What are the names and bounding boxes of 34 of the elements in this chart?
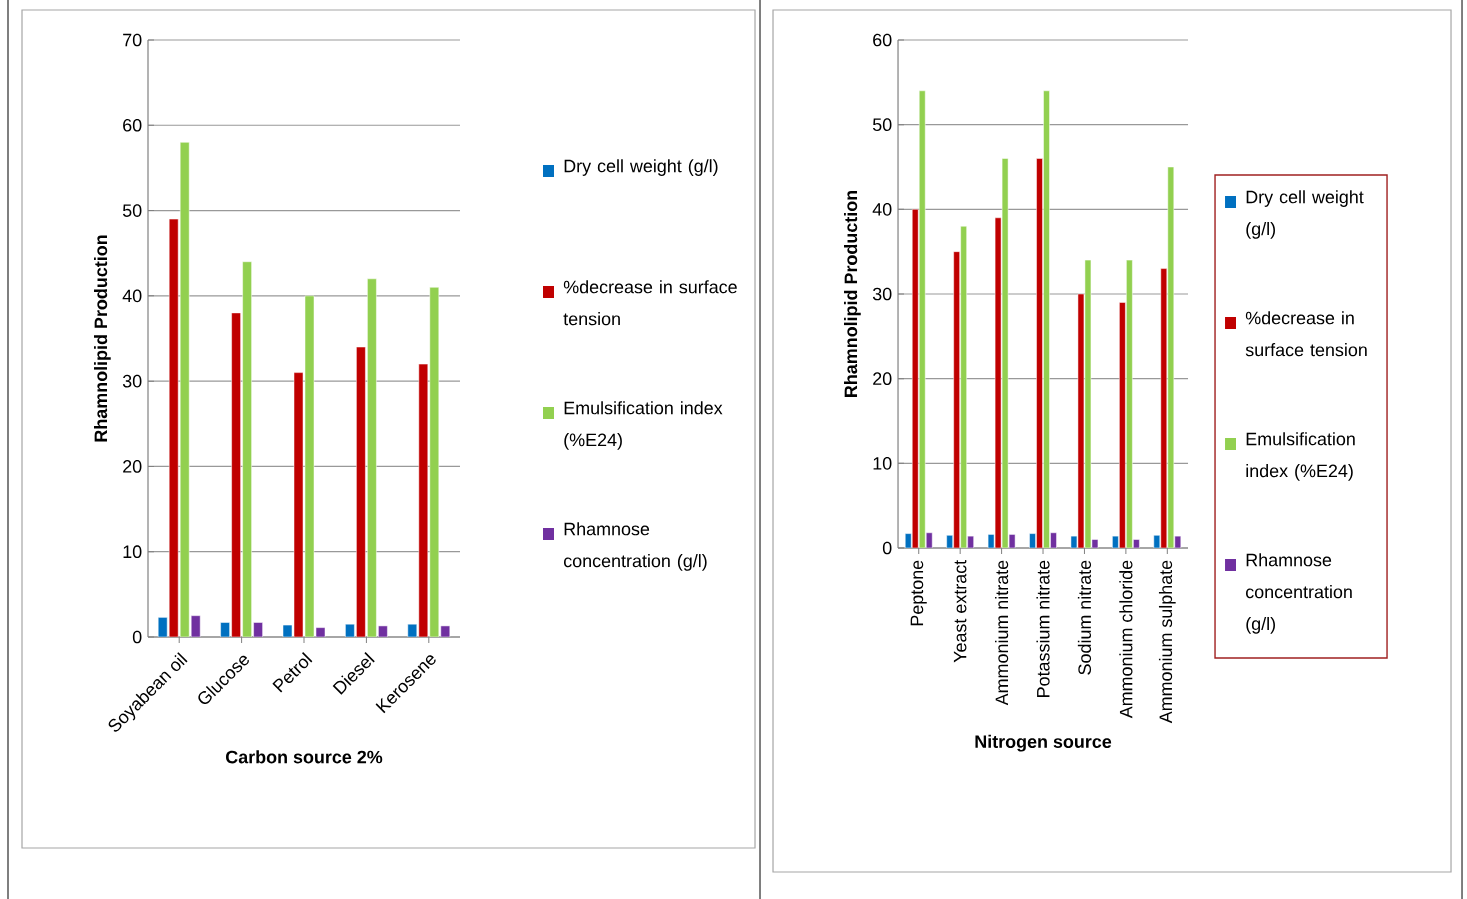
x-tick-label: Ammonium nitrate [995, 560, 1009, 706]
x-axis-title: Carbon source 2% [226, 750, 383, 764]
y-tick-label: 60 [123, 118, 142, 132]
y-tick-label: 20 [873, 372, 892, 385]
legend-label: Dry cell weight (g/l) [564, 159, 718, 176]
x-axis-title: Nitrogen source [975, 734, 1112, 752]
y-tick-label: 10 [873, 456, 892, 470]
y-tick-label: 40 [872, 202, 892, 216]
x-tick-label: Peptone [910, 560, 927, 626]
x-tick-label: Ammonium sulphate [1158, 560, 1176, 724]
y-tick-label: 20 [123, 460, 142, 473]
x-tick-label: Ammonium chloride [1119, 560, 1133, 719]
y-tick-label: 70 [123, 33, 142, 47]
x-tick-label: Potassium nitrate [1036, 560, 1050, 697]
legend-label: Dry cell weight (g/l) [1246, 190, 1364, 239]
y-axis-title: Rhamnolipid Production [844, 190, 861, 397]
y-tick-label: 0 [882, 541, 892, 555]
y-tick-label: 30 [122, 374, 142, 388]
legend-label: Rhamnose concentration (g/l) [1246, 553, 1352, 634]
y-tick-label: 50 [872, 118, 892, 131]
y-tick-label: 50 [122, 204, 142, 217]
legend-label: %decrease in surface tension [1245, 311, 1367, 357]
y-tick-label: 30 [872, 287, 892, 301]
y-tick-label: 0 [132, 630, 142, 644]
x-tick-label: Yeast extract [953, 559, 967, 663]
x-tick-label: Sodium nitrate [1077, 560, 1092, 675]
legend-label: %decrease in surface tension [563, 280, 737, 326]
legend-label: Emulsification index (%E24) [1246, 432, 1355, 481]
y-tick-label: 10 [123, 545, 142, 559]
y-tick-label: 60 [873, 33, 892, 47]
y-axis-title: Rhamnolipid Production [94, 235, 111, 442]
y-tick-label: 40 [122, 289, 142, 303]
legend-label: Rhamnose concentration (g/l) [563, 522, 707, 571]
legend-label: Emulsification index (%E24) [564, 401, 723, 450]
